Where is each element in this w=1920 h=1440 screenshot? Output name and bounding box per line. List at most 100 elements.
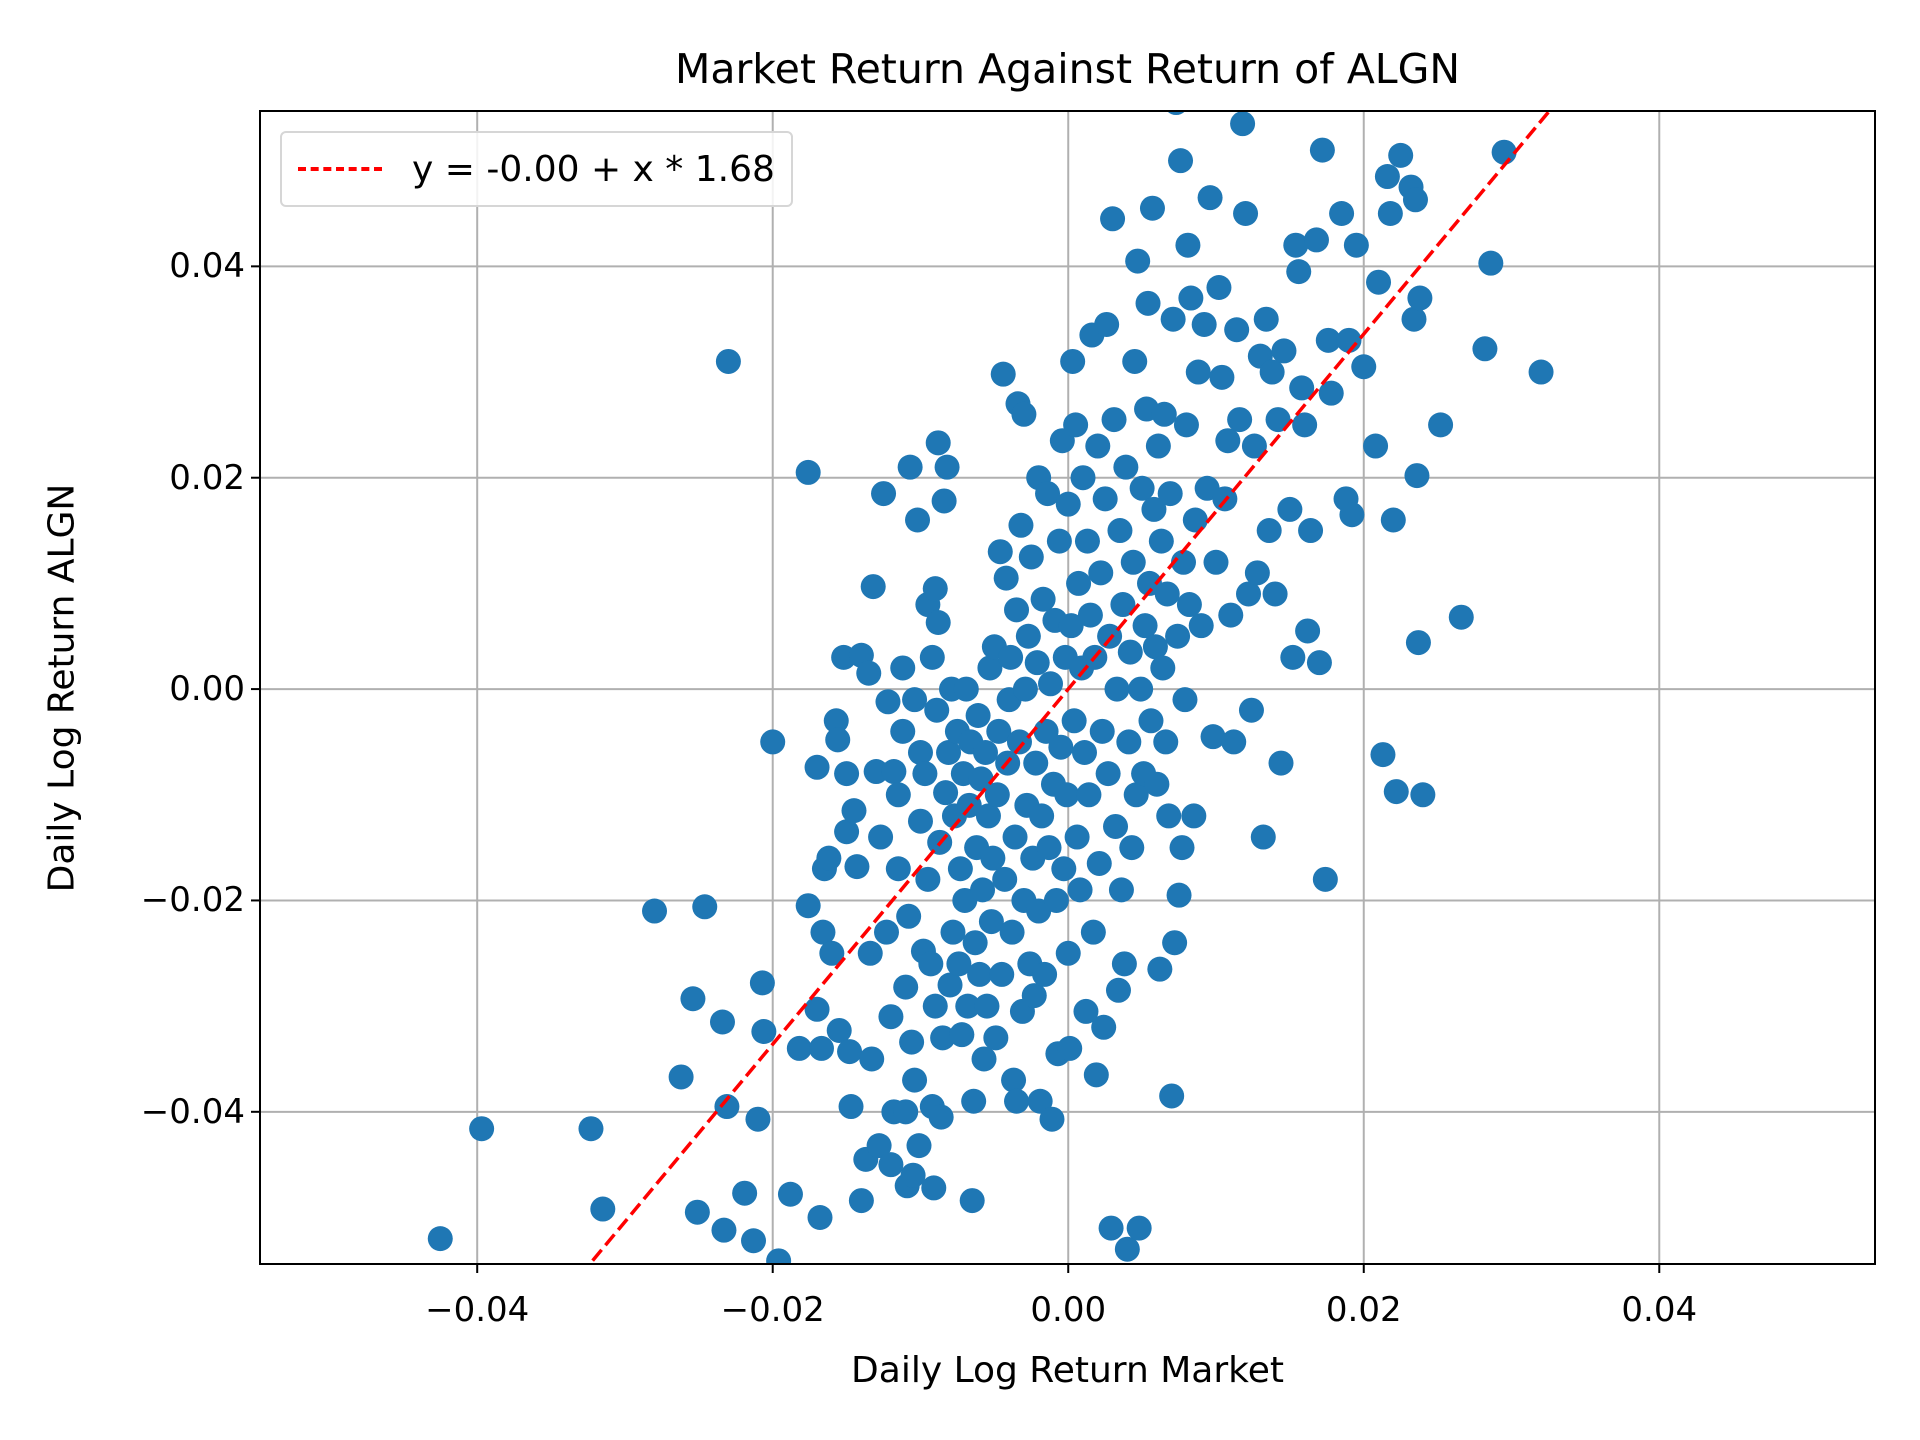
data-point: [906, 1133, 932, 1159]
data-point: [1478, 250, 1504, 276]
data-point: [1018, 544, 1044, 570]
data-point: [999, 919, 1025, 945]
dashed-line-icon: [298, 167, 382, 171]
data-point: [1024, 650, 1050, 676]
data-point: [1001, 1067, 1027, 1093]
x-tick-label: 0.02: [1325, 1290, 1402, 1330]
data-point: [1151, 401, 1177, 427]
data-point: [1139, 195, 1165, 221]
data-point: [856, 660, 882, 686]
data-point: [1027, 1088, 1053, 1114]
data-point: [1111, 951, 1137, 977]
data-point: [668, 1064, 694, 1090]
data-point: [1181, 803, 1207, 829]
data-point: [1123, 782, 1149, 808]
data-point: [925, 610, 951, 636]
data-point: [1166, 882, 1192, 908]
data-point: [1107, 518, 1133, 544]
data-point: [841, 798, 867, 824]
data-point: [1224, 317, 1250, 343]
data-point: [990, 361, 1016, 387]
y-tick-label: −0.02: [140, 880, 245, 921]
data-point: [975, 803, 1001, 829]
data-point: [1407, 285, 1433, 311]
data-point: [1058, 613, 1084, 639]
y-tick-label: 0.00: [169, 669, 245, 710]
data-point: [953, 676, 979, 702]
data-point: [986, 718, 1012, 744]
data-point: [1366, 269, 1392, 295]
data-point: [900, 1162, 926, 1188]
data-point: [1008, 512, 1034, 538]
data-point: [1004, 1088, 1030, 1114]
data-point: [1277, 496, 1303, 522]
data-point: [1054, 782, 1080, 808]
data-point: [848, 1188, 874, 1214]
data-point: [1150, 655, 1176, 681]
data-point: [1206, 274, 1232, 300]
data-point: [1289, 375, 1315, 401]
data-point: [1061, 708, 1087, 734]
regression-line: [587, 111, 1552, 1264]
data-point: [896, 903, 922, 929]
data-point: [1083, 1062, 1109, 1088]
data-point: [1104, 676, 1130, 702]
data-point: [804, 996, 830, 1022]
data-point: [1142, 634, 1168, 660]
data-point: [1175, 232, 1201, 258]
data-point: [907, 739, 933, 765]
data-point: [1046, 528, 1072, 554]
data-point: [1073, 998, 1099, 1024]
data-point: [1265, 407, 1291, 433]
data-point: [837, 1039, 863, 1065]
data-point: [1388, 142, 1414, 168]
data-point: [1428, 412, 1454, 438]
data-point: [875, 689, 901, 715]
data-point: [899, 1029, 925, 1055]
data-point: [961, 1088, 987, 1114]
data-point: [1241, 433, 1267, 459]
data-point: [1157, 481, 1183, 507]
data-point: [1156, 803, 1182, 829]
data-point: [1203, 549, 1229, 575]
data-point: [1141, 496, 1167, 522]
data-point: [844, 854, 870, 880]
data-point: [1098, 1215, 1124, 1241]
data-point: [1271, 338, 1297, 364]
data-point: [1097, 623, 1123, 649]
data-point: [1283, 232, 1309, 258]
data-point: [751, 1018, 777, 1044]
data-point: [1029, 803, 1055, 829]
data-point: [970, 877, 996, 903]
data-point: [878, 1004, 904, 1030]
data-point: [931, 488, 957, 514]
data-point: [915, 866, 941, 892]
data-point: [1074, 528, 1100, 554]
y-tick-label: 0.02: [169, 457, 245, 498]
data-point: [934, 454, 960, 480]
data-point: [642, 898, 668, 924]
data-point: [918, 951, 944, 977]
data-point: [890, 718, 916, 744]
data-point: [1329, 201, 1355, 227]
data-point: [947, 856, 973, 882]
data-point: [1051, 856, 1077, 882]
y-tick-label: 0.04: [169, 246, 245, 287]
data-point: [971, 1046, 997, 1072]
data-point: [1125, 248, 1151, 274]
data-point: [1292, 412, 1318, 438]
data-point: [1114, 1236, 1140, 1262]
data-point: [919, 644, 945, 670]
data-point: [1071, 739, 1097, 765]
data-point: [1036, 835, 1062, 861]
data-point: [959, 1188, 985, 1214]
data-point: [1268, 750, 1294, 776]
data-point: [1043, 887, 1069, 913]
data-point: [1077, 602, 1103, 628]
data-point: [1303, 227, 1329, 253]
data-point: [1101, 407, 1127, 433]
data-point: [1410, 782, 1436, 808]
data-point: [1128, 676, 1154, 702]
data-point: [998, 644, 1024, 670]
